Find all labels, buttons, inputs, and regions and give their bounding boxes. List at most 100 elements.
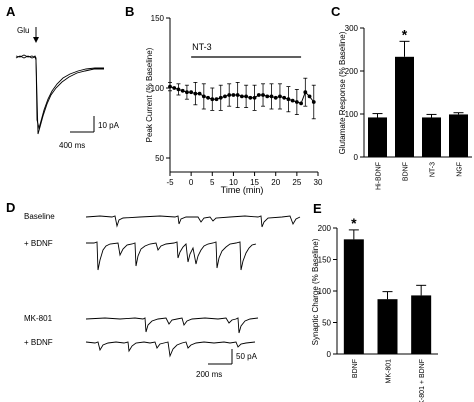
chart-e-error-bar <box>348 229 359 240</box>
chart-c-bar <box>395 56 414 158</box>
chart-c-bar <box>368 117 387 157</box>
trace-mk801-bdnf <box>85 341 256 358</box>
chart-b-point <box>303 90 308 95</box>
trace-bdnf <box>86 241 257 271</box>
chart-b-point <box>307 94 312 99</box>
chart-c-y-tick-label: 0 <box>354 153 359 162</box>
chart-b-point <box>278 94 282 99</box>
scale-bar-a <box>70 116 95 133</box>
chart-e-category-label: MK-801 <box>386 359 393 384</box>
chart-b-point <box>210 97 215 102</box>
chart-c-y-tick-label: 100 <box>345 110 359 119</box>
chart-c-error-bar <box>453 112 464 115</box>
chart-b: 50 100 150 -5 0 5 10 15 20 25 30 NT-3 Peak Curren… <box>145 14 323 195</box>
chart-c-error-bar <box>372 113 383 118</box>
chart-e-bar <box>377 299 398 354</box>
scale-bar-a-x-label: 400 ms <box>59 141 85 150</box>
chart-b-point <box>206 95 210 100</box>
chart-b-point <box>180 88 185 93</box>
chart-b-y-tick-label: 150 <box>151 14 165 23</box>
chart-b-point <box>311 100 316 104</box>
scale-bar-a-y-label: 10 pA <box>98 121 120 130</box>
chart-c-bar <box>449 114 468 157</box>
chart-b-point <box>231 93 236 97</box>
chart-c-bar <box>422 117 441 157</box>
response-trace-2 <box>15 55 104 135</box>
chart-c-y-tick-label: 200 <box>345 67 359 76</box>
nt3-annotation-label: NT-3 <box>192 42 212 52</box>
chart-e-category-label: BDNF <box>352 359 359 378</box>
chart-b-x-tick-label: 20 <box>271 178 280 187</box>
panel-label-c: C <box>331 4 341 19</box>
chart-c-category-label: NT-3 <box>430 162 437 177</box>
chart-e-error-bar <box>416 284 427 296</box>
chart-c-y-label: Glutamate Response (% Baseline) <box>338 31 347 154</box>
chart-b-point <box>172 86 177 90</box>
chart-e-y-label: Synaptic Charge (% Baseline) <box>311 238 320 345</box>
chart-b-point <box>239 94 244 99</box>
chart-e-y-tick-label: 50 <box>322 319 331 328</box>
trace-label-mk801: MK-801 <box>24 314 53 323</box>
chart-b-point <box>218 95 223 100</box>
chart-b-point <box>294 100 299 104</box>
chart-c: 0 100 200 300 Hi-BDNF * BDNF NT-3 NGF Glutamate… <box>338 24 472 190</box>
chart-e-y-tick-label: 200 <box>318 224 332 233</box>
panel-label-d: D <box>6 200 15 215</box>
chart-b-x-tick-label: 15 <box>250 178 259 187</box>
scale-bar-d <box>208 349 233 365</box>
chart-b-point <box>269 94 274 99</box>
chart-b-x-tick-label: 0 <box>189 178 194 187</box>
chart-b-point <box>227 93 232 97</box>
chart-b-point <box>201 94 206 99</box>
panel-label-e: E <box>313 201 322 216</box>
chart-b-point <box>252 95 257 100</box>
chart-c-category-label: Hi-BDNF <box>376 162 383 190</box>
chart-b-point <box>235 93 240 97</box>
trace-label-bdnf: + BDNF <box>24 239 53 248</box>
chart-b-point <box>223 94 227 99</box>
chart-b-point <box>176 87 181 92</box>
chart-b-x-tick-label: -5 <box>166 178 174 187</box>
chart-e-error-bar <box>382 291 393 300</box>
chart-c-y-tick-label: 300 <box>345 24 359 33</box>
chart-e-significance-marker: * <box>351 215 357 231</box>
chart-b-point <box>193 91 198 96</box>
chart-c-category-label: BDNF <box>403 162 410 181</box>
chart-b-point <box>244 94 249 99</box>
trace-baseline <box>85 215 301 228</box>
chart-b-x-tick-label: 5 <box>210 178 215 187</box>
chart-b-point <box>197 91 202 96</box>
panel-d-traces: Baseline + BDNF MK-801 + BDNF 50 pA 200 … <box>24 212 301 379</box>
chart-b-x-tick-label: 10 <box>229 178 238 187</box>
chart-b-point <box>282 95 287 100</box>
chart-e-y-tick-label: 150 <box>318 256 332 265</box>
chart-b-point <box>299 101 303 106</box>
chart-e-bar <box>343 239 364 354</box>
chart-b-x-tick-label: 25 <box>292 178 301 187</box>
chart-b-point <box>265 94 270 99</box>
chart-b-y-label: Peak Current (% Baseline) <box>145 47 154 142</box>
chart-e-bar <box>411 295 432 354</box>
chart-b-x-label: Time (min) <box>221 185 264 195</box>
scale-bar-d-y-label: 50 pA <box>236 352 258 361</box>
chart-b-point <box>273 95 278 100</box>
chart-e-y-tick-label: 100 <box>318 287 332 296</box>
chart-b-point <box>286 97 291 102</box>
trace-mk801 <box>85 317 259 334</box>
chart-c-error-bar <box>426 113 437 118</box>
chart-e-category-label: MK-801 + BDNF <box>419 359 426 402</box>
chart-e: 0 50 100 150 200 * BDNF MK-801 MK-801 + BDNF Sy… <box>311 215 438 402</box>
chart-b-point <box>261 93 265 97</box>
chart-b-point <box>189 90 194 95</box>
scale-bar-d-x-label: 200 ms <box>196 370 222 379</box>
chart-b-y-tick-label: 50 <box>155 154 164 163</box>
chart-c-category-label: NGF <box>457 162 464 177</box>
response-trace-1 <box>15 54 104 130</box>
panel-a-traces: Glu 10 pA 400 ms <box>15 26 120 150</box>
glu-arrow-icon <box>33 27 39 43</box>
chart-b-point <box>248 95 253 100</box>
chart-c-error-bar <box>399 40 410 57</box>
chart-b-point <box>290 98 295 103</box>
chart-b-y-tick-label: 100 <box>151 84 165 93</box>
